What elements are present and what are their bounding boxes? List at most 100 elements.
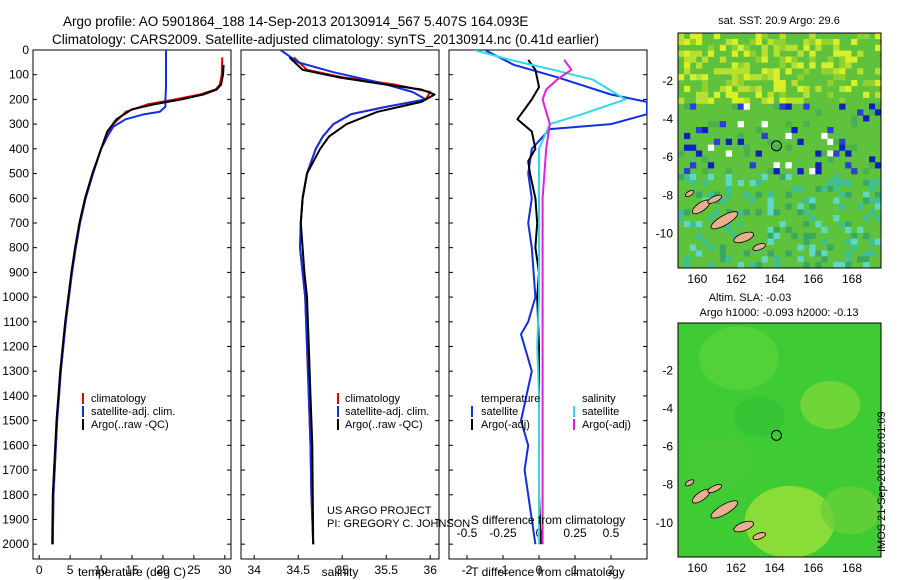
sst-cell [737, 97, 744, 104]
sst-cell [785, 132, 792, 140]
sla-xtick-label: 164 [765, 561, 785, 575]
temperature-panel [32, 49, 232, 560]
depth-tick-label: 900 [9, 265, 29, 279]
depth-tick-label: 100 [9, 68, 29, 82]
sst-cell [773, 226, 780, 234]
sst-ytick-label: -6 [662, 150, 673, 164]
sst-cell [773, 162, 780, 169]
sst-cell [695, 150, 703, 157]
sst-cell [833, 50, 840, 57]
sst-cell [701, 97, 709, 104]
sst-cell [827, 138, 834, 145]
sst-cell [707, 244, 715, 251]
sst-cell [809, 50, 816, 57]
sst-cell [683, 50, 691, 57]
sst-cell [785, 174, 792, 181]
sst-cell [857, 50, 864, 57]
sst-cell [845, 191, 852, 198]
depth-tick-label: 1300 [2, 364, 29, 378]
sla-island [733, 520, 755, 533]
sst-cell [839, 144, 846, 151]
sst-cell [761, 56, 768, 63]
sla-blob [744, 485, 835, 557]
sst-island [710, 211, 739, 230]
sst-cell [737, 179, 744, 187]
sst-cell [839, 138, 846, 145]
sst-cell [695, 127, 703, 134]
sst-cell [839, 179, 846, 187]
salinity-series-argo [288, 56, 436, 545]
sst-cell [689, 56, 697, 63]
sst-cell [689, 179, 697, 187]
sst-cell [809, 215, 816, 222]
sst-cell [707, 44, 715, 51]
sst-cell [875, 80, 881, 87]
sst-argo-marker [770, 140, 782, 152]
sst-cell [875, 44, 881, 51]
sst-island [752, 243, 766, 251]
sst-cell [678, 174, 685, 181]
sst-cell [779, 174, 786, 181]
sst-cell [743, 62, 750, 69]
sst-cell [713, 209, 721, 216]
sst-cell [797, 97, 804, 104]
sst-cell [809, 232, 816, 239]
sst-cell [737, 209, 744, 216]
salinity-xlabel: salinity [322, 565, 359, 579]
sst-cell [869, 209, 876, 216]
sst-cell [683, 174, 691, 181]
sla-ytick-label: -6 [662, 440, 673, 454]
legend-label-temp-argo: Argo(-adj) [481, 419, 530, 431]
sst-cell [875, 191, 881, 198]
sst-cell [863, 168, 870, 175]
sst-ytick-label: -4 [662, 112, 673, 126]
sla-map-frame [677, 322, 882, 558]
sst-cell [719, 256, 727, 263]
sst-cell [827, 150, 834, 157]
sst-cell [678, 74, 685, 81]
sst-cell [701, 91, 709, 98]
difference-xtick-label: 0 [536, 563, 543, 577]
sst-cell [797, 168, 804, 175]
sdiff-tick-label: 0.5 [603, 526, 620, 540]
sst-cell [731, 68, 739, 75]
difference-xtick-label: 1 [572, 563, 579, 577]
sst-cell [857, 109, 864, 116]
sst-cell [815, 168, 822, 175]
sst-cell [875, 91, 881, 98]
depth-tick-label: 500 [9, 167, 29, 181]
sst-cell [767, 138, 774, 145]
sst-cell [701, 85, 709, 93]
sst-cell [863, 256, 870, 263]
sst-cell [839, 203, 846, 210]
sst-cell [833, 38, 840, 46]
sst-cell [779, 103, 786, 110]
timestamp-stamp: IMOS 21-Sep-2013 20:01:09 [876, 411, 888, 552]
sst-cell [707, 262, 715, 268]
sst-cell [863, 179, 870, 187]
sst-cell [773, 85, 780, 93]
temperature-series [51, 50, 225, 545]
sst-cell [845, 85, 852, 93]
sst-cell [845, 179, 852, 187]
sst-cell [713, 68, 721, 75]
sst-cell [689, 33, 697, 40]
sst-cell [725, 209, 733, 216]
legend-title-temperature: temperature [481, 393, 540, 405]
sst-cell [761, 132, 768, 140]
sst-cell [869, 103, 876, 110]
sst-cell [695, 91, 703, 98]
sst-cell [833, 262, 840, 268]
sst-cell [683, 68, 691, 75]
sst-cell [845, 50, 852, 57]
sst-cell [695, 191, 703, 198]
sst-cell [719, 244, 727, 251]
sst-cell [695, 62, 703, 69]
sst-cell [863, 33, 870, 40]
sst-cell [767, 191, 774, 198]
sst-cell [719, 197, 727, 204]
depth-tick-label: 800 [9, 241, 29, 255]
sla-argo-marker [770, 429, 782, 441]
sst-cell [701, 80, 709, 87]
sst-cell [797, 138, 804, 145]
